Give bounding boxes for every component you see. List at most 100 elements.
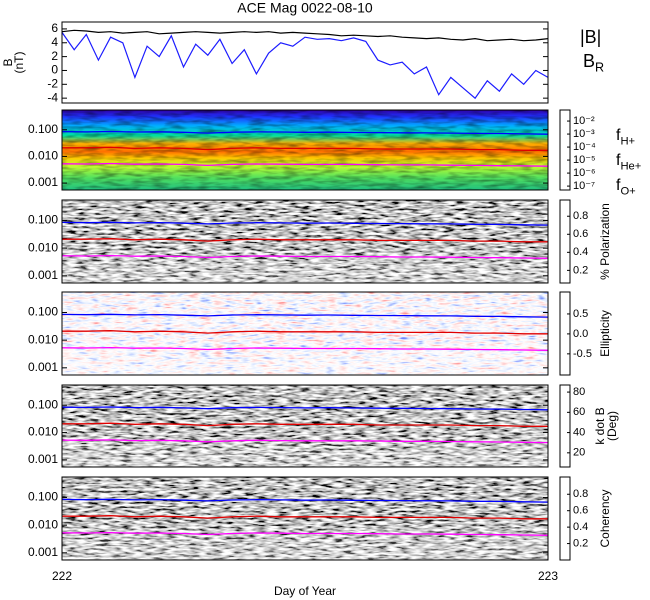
colorbar-tick-label: -0.5	[573, 348, 592, 360]
y-tick-label: -4	[47, 90, 58, 104]
panel-frame	[61, 199, 549, 284]
panel-frame	[61, 476, 549, 561]
panel-frame	[61, 21, 549, 104]
colorbar	[559, 476, 571, 561]
y-tick-label: 0.001	[28, 268, 58, 282]
y-tick-label: 0.001	[28, 360, 58, 374]
colorbar-tick-label: 80	[573, 386, 585, 398]
legend-label: |B|	[580, 27, 601, 47]
legend-text: f	[616, 152, 621, 169]
y-tick-label: 0.100	[28, 397, 58, 411]
colorbar-tick-label: 60	[573, 406, 585, 418]
colorbar-title: k dot B(Deg)	[593, 407, 619, 444]
legend-subscript: H+	[620, 136, 635, 148]
colorbar-tick-label: 0.6	[573, 505, 588, 517]
y-tick-label: 2	[51, 49, 58, 63]
colorbar-tick-label: 0.4	[573, 246, 588, 258]
panel	[62, 200, 548, 283]
colorbar-tick-label: 10⁻⁴	[573, 141, 596, 153]
colorbar-tick-label: 0.8	[573, 488, 588, 500]
colorbar-title-part: (Deg)	[605, 411, 619, 441]
colorbar-title-part: Coherency	[598, 489, 612, 547]
y-tick-label: 0.010	[28, 240, 58, 254]
title: ACE Mag 0022-08-10	[237, 0, 373, 16]
colorbar-tick-label: 10⁻³	[573, 128, 595, 140]
y-tick-label: 0.010	[28, 332, 58, 346]
x-tick-label: 222	[52, 569, 72, 583]
y-tick-label: 0.100	[28, 213, 58, 227]
colorbar-title-part: % Polarization	[598, 203, 612, 280]
y-tick-label: 0.100	[28, 122, 58, 136]
frequency-line	[62, 313, 548, 318]
legend-text: |B|	[580, 27, 601, 47]
frequency-line	[62, 330, 548, 335]
frequency-line	[62, 439, 548, 444]
frequency-line	[62, 498, 548, 503]
y-tick-label: 0.001	[28, 545, 58, 559]
y-tick-label: 0.001	[28, 452, 58, 466]
colorbar-tick-label: 0.2	[573, 264, 588, 276]
y-label-part: (nT)	[12, 52, 26, 74]
legend-label: fO+	[616, 177, 636, 197]
legend-text: f	[616, 127, 621, 144]
colorbar-title: Ellipticity	[598, 310, 612, 357]
y-tick-label: 0.100	[28, 490, 58, 504]
frequency-line	[62, 146, 548, 151]
y-tick-label: 0.010	[28, 149, 58, 163]
x-axis-label: Day of Year	[274, 584, 336, 598]
colorbar-tick-label: 10⁻⁶	[573, 167, 596, 179]
legend-text: B	[583, 51, 595, 71]
colorbar-tick-label: 0.8	[573, 210, 588, 222]
panel	[62, 477, 548, 560]
legend-label: BR	[583, 51, 604, 75]
y-axis-label: B(nT)	[1, 52, 26, 74]
legend-subscript: He+	[620, 161, 641, 173]
frequency-line	[62, 130, 548, 135]
frequency-line	[62, 515, 548, 520]
legend-subscript: R	[595, 61, 604, 75]
colorbar-title-part: Ellipticity	[598, 310, 612, 357]
colorbar-tick-label: 40	[573, 426, 585, 438]
y-tick-label: 6	[51, 21, 58, 35]
y-tick-label: -2	[47, 76, 58, 90]
legend-label: fHe+	[616, 152, 641, 172]
panel	[62, 292, 548, 375]
series-line	[61, 32, 549, 100]
colorbar-tick-label: 10⁻²	[573, 115, 595, 127]
colorbar-title: % Polarization	[598, 203, 612, 280]
panel	[62, 110, 548, 190]
frequency-line	[62, 254, 548, 259]
legend-text: f	[616, 177, 621, 194]
frequency-line	[62, 406, 548, 411]
y-tick-label: 0.010	[28, 517, 58, 531]
colorbar-tick-label: 10⁻⁷	[573, 180, 595, 192]
frequency-line	[62, 531, 548, 536]
colorbar-tick-label: 0.2	[573, 537, 588, 549]
colorbar-tick-label: 0.4	[573, 521, 588, 533]
frequency-line	[62, 238, 548, 243]
y-tick-label: 0.001	[28, 175, 58, 189]
frequency-line	[62, 221, 548, 226]
colorbar-title-part: k dot B	[593, 407, 607, 444]
colorbar	[559, 384, 571, 468]
y-tick-label: 0	[51, 63, 58, 77]
colorbar	[559, 199, 571, 284]
colorbar-tick-label: 0.0	[573, 328, 588, 340]
colorbar-title: Coherency	[598, 489, 612, 547]
frequency-line	[62, 422, 548, 427]
y-tick-label: 4	[51, 35, 58, 49]
frequency-line	[62, 346, 548, 351]
x-tick-label: 223	[538, 569, 558, 583]
colorbar-tick-label: 20	[573, 447, 585, 459]
y-tick-label: 0.100	[28, 305, 58, 319]
panel-frame	[61, 384, 549, 468]
colorbar	[559, 109, 571, 191]
colorbar-tick-label: 0.6	[573, 228, 588, 240]
series-line	[61, 29, 549, 42]
panel-frame	[61, 109, 549, 191]
legend-label: fH+	[616, 127, 635, 147]
colorbar-tick-label: 0.5	[573, 308, 588, 320]
panel	[62, 385, 548, 467]
y-tick-label: 0.010	[28, 425, 58, 439]
